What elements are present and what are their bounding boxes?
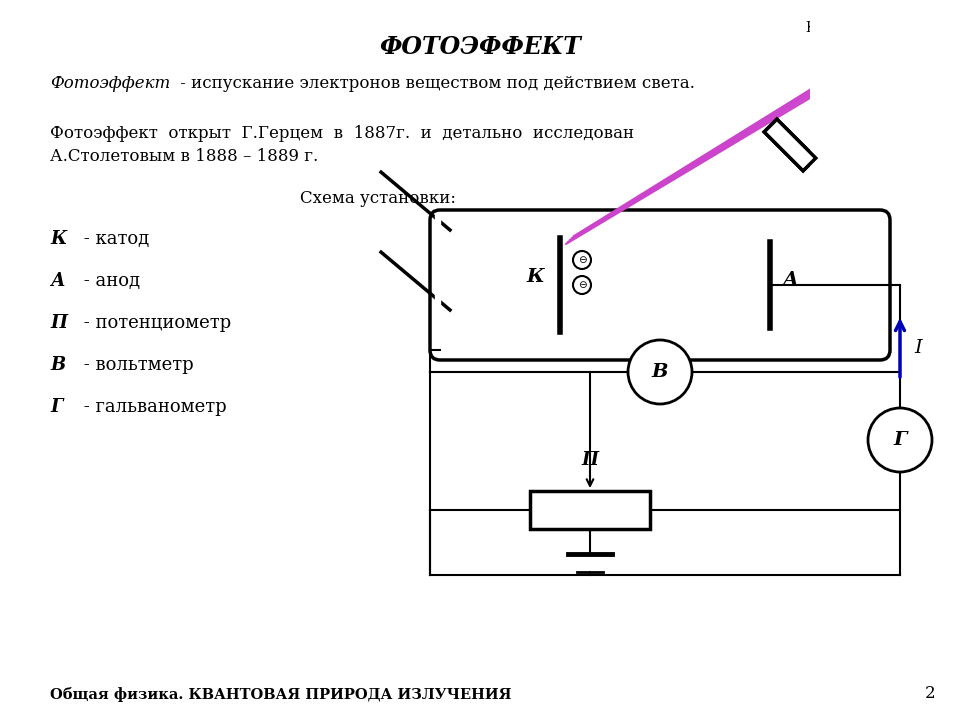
Circle shape xyxy=(573,276,591,294)
Text: I: I xyxy=(914,338,922,356)
Circle shape xyxy=(628,340,692,404)
Text: ⊖: ⊖ xyxy=(578,255,587,265)
Bar xyxy=(764,120,816,171)
Text: П: П xyxy=(582,451,598,469)
Text: ⊖: ⊖ xyxy=(578,280,587,290)
Text: Схема установки:: Схема установки: xyxy=(300,190,456,207)
Text: Общая физика. КВАНТОВАЯ ПРИРОДА ИЗЛУЧЕНИЯ: Общая физика. КВАНТОВАЯ ПРИРОДА ИЗЛУЧЕНИ… xyxy=(50,687,512,702)
Text: В: В xyxy=(652,363,668,381)
Text: К: К xyxy=(526,268,544,286)
Text: Кафедра физики: Кафедра физики xyxy=(806,20,930,35)
Circle shape xyxy=(868,408,932,472)
Bar xyxy=(810,5,960,205)
Text: 2: 2 xyxy=(924,685,935,702)
Text: - испускание электронов веществом под действием света.: - испускание электронов веществом под де… xyxy=(175,75,695,92)
Text: А.Столетовым в 1888 – 1889 г.: А.Столетовым в 1888 – 1889 г. xyxy=(50,148,319,165)
Text: ФОТОЭФФЕКТ: ФОТОЭФФЕКТ xyxy=(379,35,581,59)
Text: А: А xyxy=(782,271,798,289)
Text: А: А xyxy=(50,272,64,290)
Text: Г: Г xyxy=(893,431,907,449)
Circle shape xyxy=(573,251,591,269)
Text: Г: Г xyxy=(50,398,62,416)
Text: К: К xyxy=(50,230,66,248)
Text: В: В xyxy=(50,356,65,374)
Bar xyxy=(764,120,816,171)
Text: Фотоэффект: Фотоэффект xyxy=(50,75,170,92)
Text: Фотоэффект  открыт  Г.Герцем  в  1887г.  и  детально  исследован: Фотоэффект открыт Г.Герцем в 1887г. и де… xyxy=(50,125,635,142)
Text: П: П xyxy=(50,314,67,332)
FancyBboxPatch shape xyxy=(430,210,890,360)
Polygon shape xyxy=(435,215,440,320)
Text: - вольтметр: - вольтметр xyxy=(78,356,194,374)
Text: - потенциометр: - потенциометр xyxy=(78,314,231,332)
Bar xyxy=(530,491,650,529)
Text: - анод: - анод xyxy=(78,272,140,290)
Text: - гальванометр: - гальванометр xyxy=(78,398,227,416)
Text: - катод: - катод xyxy=(78,230,149,248)
